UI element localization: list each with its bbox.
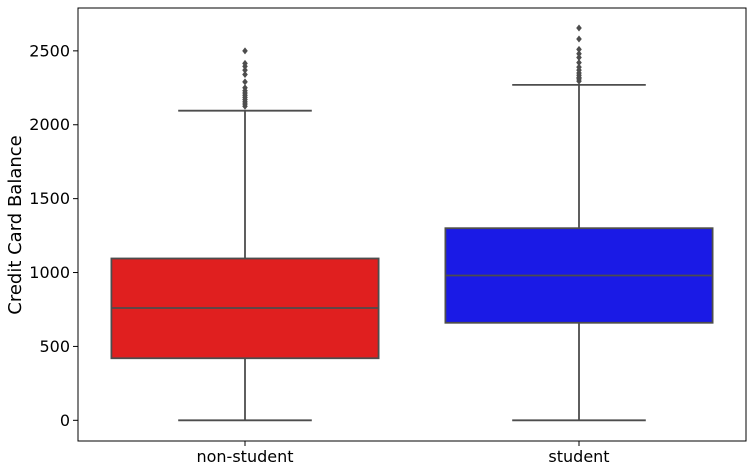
y-tick-label: 1500	[29, 189, 70, 208]
y-tick-label: 1000	[29, 263, 70, 282]
box-group-non-student	[110, 47, 380, 422]
y-tick-label: 2500	[29, 41, 70, 60]
outlier-point	[242, 78, 248, 86]
outlier-point	[242, 71, 248, 79]
plot-frame	[77, 7, 747, 442]
outlier-point	[242, 47, 248, 55]
outlier-point	[576, 63, 582, 71]
outlier-point	[576, 24, 582, 32]
outlier-point	[576, 35, 582, 43]
x-tick-label-student: student	[548, 447, 609, 466]
y-tick-label: 500	[39, 337, 70, 356]
outlier-point	[576, 54, 582, 62]
outlier-point	[242, 84, 248, 92]
y-axis-label: Credit Card Balance	[5, 135, 26, 314]
y-axis: 0 500 1000 1500 2000 2500	[29, 41, 78, 430]
outlier-point	[242, 66, 248, 74]
outlier-point	[576, 45, 582, 53]
box-group-student	[444, 24, 714, 422]
outlier-point	[576, 59, 582, 67]
plot-content	[110, 24, 714, 422]
y-tick-label: 2000	[29, 115, 70, 134]
x-tick-label-non-student: non-student	[196, 447, 293, 466]
outlier-point	[576, 50, 582, 58]
outlier-point	[242, 59, 248, 67]
y-tick-label: 0	[60, 411, 70, 430]
x-axis: non-student student	[196, 441, 610, 466]
